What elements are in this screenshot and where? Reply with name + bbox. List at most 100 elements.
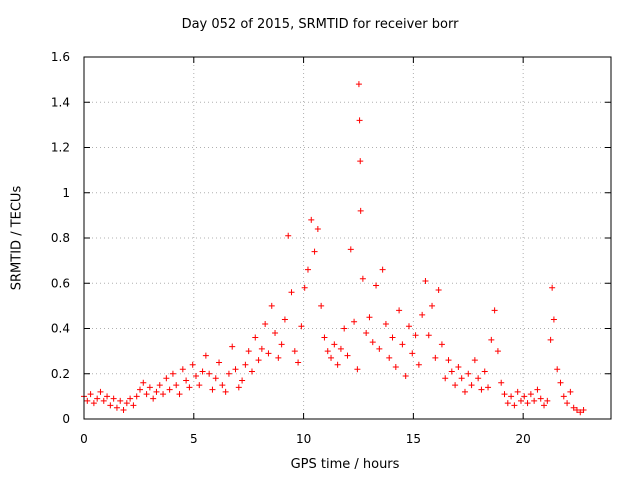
- data-point: [206, 370, 213, 377]
- data-point: [541, 402, 548, 409]
- data-point: [429, 302, 436, 309]
- data-point: [341, 325, 348, 332]
- data-point: [468, 382, 475, 389]
- data-point: [321, 334, 328, 341]
- data-point: [355, 81, 362, 88]
- data-point: [527, 391, 534, 398]
- data-point: [272, 330, 279, 337]
- data-point: [113, 404, 120, 411]
- data-point: [140, 379, 147, 386]
- data-point: [399, 341, 406, 348]
- data-point: [295, 359, 302, 366]
- data-point: [376, 345, 383, 352]
- data-point: [255, 357, 262, 364]
- data-point: [524, 400, 531, 407]
- data-point: [202, 352, 209, 359]
- data-point: [225, 370, 232, 377]
- data-point: [186, 384, 193, 391]
- data-point: [127, 395, 134, 402]
- x-tick-label: 0: [80, 432, 88, 446]
- data-point: [285, 232, 292, 239]
- data-point: [435, 287, 442, 294]
- data-point: [245, 348, 252, 355]
- data-point: [133, 393, 140, 400]
- data-point: [163, 375, 170, 382]
- data-point: [252, 334, 259, 341]
- data-point: [448, 368, 455, 375]
- data-point: [232, 366, 239, 373]
- data-point: [298, 323, 305, 330]
- data-point: [357, 207, 364, 214]
- data-point: [511, 402, 518, 409]
- data-point: [130, 402, 137, 409]
- data-point: [100, 397, 107, 404]
- data-point: [425, 332, 432, 339]
- data-point: [419, 311, 426, 318]
- data-point: [262, 320, 269, 327]
- y-tick-label: 0.4: [51, 322, 70, 336]
- data-point: [120, 406, 127, 413]
- data-point: [359, 275, 366, 282]
- data-point: [278, 341, 285, 348]
- data-point: [554, 366, 561, 373]
- data-point: [577, 409, 584, 416]
- y-tick-label: 1.6: [51, 50, 70, 64]
- y-tick-labels: 0 0.2 0.4 0.6 0.8 1 1.2 1.4 1.6: [51, 50, 70, 426]
- data-point: [475, 375, 482, 382]
- data-point: [356, 117, 363, 124]
- data-point: [84, 397, 91, 404]
- data-point: [209, 386, 216, 393]
- x-axis-label: GPS time / hours: [290, 457, 400, 472]
- data-point: [189, 361, 196, 368]
- data-point: [199, 368, 206, 375]
- data-point: [379, 266, 386, 273]
- data-point: [153, 388, 160, 395]
- y-tick-label: 0.8: [51, 231, 70, 245]
- data-point: [216, 359, 223, 366]
- data-point: [183, 377, 190, 384]
- x-tick-label: 5: [190, 432, 198, 446]
- data-point: [498, 379, 505, 386]
- data-point: [573, 406, 580, 413]
- data-point: [491, 307, 498, 314]
- data-point: [465, 370, 472, 377]
- data-point: [442, 375, 449, 382]
- data-point: [366, 314, 373, 321]
- data-point: [570, 404, 577, 411]
- data-point: [357, 158, 364, 165]
- data-point: [308, 216, 315, 223]
- data-point: [461, 388, 468, 395]
- data-point: [452, 382, 459, 389]
- data-point: [504, 400, 511, 407]
- data-point: [87, 391, 94, 398]
- data-point: [415, 361, 422, 368]
- data-point: [281, 316, 288, 323]
- data-point: [222, 388, 229, 395]
- data-point: [544, 397, 551, 404]
- data-point: [311, 248, 318, 255]
- data-point: [143, 391, 150, 398]
- data-point: [517, 397, 524, 404]
- data-point: [438, 341, 445, 348]
- y-tick-label: 0.6: [51, 276, 70, 290]
- data-point: [458, 375, 465, 382]
- y-tick-label: 0: [62, 412, 70, 426]
- data-point: [534, 386, 541, 393]
- data-point: [412, 332, 419, 339]
- data-point: [557, 379, 564, 386]
- chart-title: Day 052 of 2015, SRMTID for receiver bor…: [181, 17, 459, 32]
- data-point: [422, 277, 429, 284]
- data-point: [373, 282, 380, 289]
- data-point: [117, 397, 124, 404]
- data-point: [537, 395, 544, 402]
- x-tick-label: 10: [296, 432, 311, 446]
- data-point: [405, 323, 412, 330]
- data-point: [192, 373, 199, 380]
- data-point: [156, 382, 163, 389]
- data-point: [334, 361, 341, 368]
- data-point: [150, 395, 157, 402]
- data-point: [301, 284, 308, 291]
- data-point: [494, 348, 501, 355]
- data-point: [212, 375, 219, 382]
